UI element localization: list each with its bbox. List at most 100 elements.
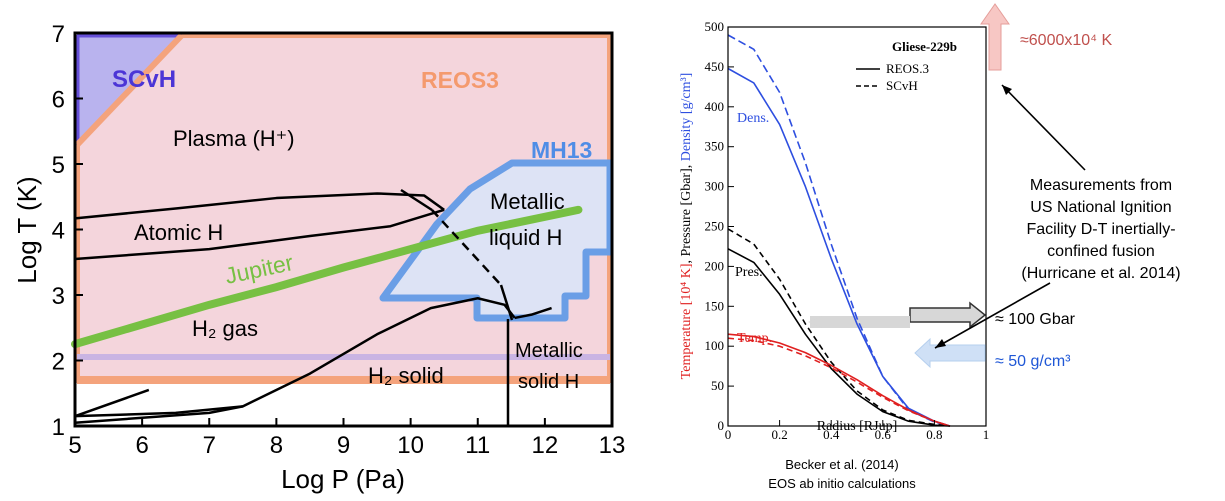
legend-reos3: REOS.3 [886,61,929,76]
phase-boundary-2 [74,297,516,418]
profile-x-tick-label: 0.2 [771,427,787,442]
metallic-liquid-label-1: Metallic [490,189,565,214]
profile-y-tick-label: 400 [705,99,725,114]
dissociation-line-join [400,188,433,212]
phase-y-tick-label: 3 [52,283,65,310]
pressure-scvh-line [727,228,950,427]
phase-x-tick-label: 6 [135,432,148,459]
profile-y-tick-label: 50 [711,378,724,393]
measurement-pointer-top-head [1002,85,1012,95]
measurement-line-1: Measurements from [1030,177,1172,194]
pressure-arrow [909,301,987,329]
profile-x-axis-label-text: Radius [RJup] [817,419,898,434]
atomic-h-label: Atomic H [134,220,223,245]
measurement-line-4: confined fusion [1047,243,1155,260]
profile-y-tick-label: 200 [705,258,725,273]
phase-y-tick-label: 1 [52,414,65,441]
h2-gas-label: H₂ gas [192,316,258,341]
density-curve-label: Dens. [737,111,769,126]
phase-boundary-0 [74,192,445,220]
profile-x-tick-label: 1 [983,427,990,442]
profile-y-label-sep-1: , [679,256,694,263]
measurement-line-5: (Hurricane et al. 2014) [1021,265,1180,282]
profile-x-tick-label: 0.6 [875,427,892,442]
top-value-annotation: ≈6000x10⁴ K [1020,32,1112,49]
phase-x-axis-label: Log P (Pa) [281,464,405,494]
density-arrow [914,337,986,369]
phase-x-tick-label: 13 [599,432,626,459]
scvh-label: SCvH [112,66,176,93]
profile-y-label-temp: Temperature [10⁴ K] [679,263,694,379]
profile-x-tick-label: 0.4 [823,427,840,442]
caption-line-2: EOS ab initio calculations [768,476,916,491]
phase-x-tick-label: 11 [465,432,490,459]
profile-y-tick-label: 150 [705,298,725,313]
profile-y-tick-label: 250 [705,219,725,234]
phase-boundary-4 [74,388,150,418]
phase-x-tick-label: 12 [532,432,559,459]
phase-x-tick-label: 10 [397,432,424,459]
phase-y-tick-label: 7 [52,21,65,48]
metallic-liquid-boundary [499,284,514,321]
profile-y-tick-label: 300 [705,179,725,194]
pressure-curve-label: Pres. [735,265,763,280]
metallic-liquid-label-2: liquid H [489,225,562,250]
phase-lines [71,192,583,424]
phase-boundary-1 [74,208,445,261]
measurement-pointer-top [1001,84,1086,171]
profile-y-tick-label: 0 [718,418,725,433]
phase-x-tick-label: 9 [337,432,350,459]
profile-x-tick-label: 0 [725,427,732,442]
jupiter-adiabat [71,205,583,349]
h2-solid-label: H₂ solid [368,363,444,388]
temperature-arrow [980,3,1010,71]
profile-y-tick-label: 100 [705,338,725,353]
profile-y-tick-label: 350 [705,139,725,154]
phase-y-tick-label: 6 [52,87,65,114]
mh13-label: MH13 [531,137,592,163]
profile-y-label-dens: Density [g/cm³] [679,73,694,162]
measurement-pointer-bottom [934,282,1051,349]
density-value-annotation: ≈ 50 g/cm³ [995,353,1071,370]
phase-boundary-3 [514,306,552,320]
temperature-scvh-line [727,337,951,427]
profile-plot-area [727,34,951,427]
pressure-arrow-shaft [810,316,910,328]
mh13-region [379,159,614,322]
plasma-label: Plasma (H⁺) [173,126,295,151]
measurement-line-3: Facility D-T inertially- [1026,221,1175,238]
profile-y-label-sep-2: , [679,161,694,168]
profile-y-axis-label: Temperature [10⁴ K], Pressure [Gbar], De… [679,73,694,380]
legend-scvh: SCvH [886,78,918,93]
metallic-solid-label-2: solid H [518,371,579,393]
phase-x-tick-label: 7 [203,432,216,459]
profile-y-tick-label: 450 [705,59,725,74]
profile-y-tick-label: 500 [705,19,725,34]
metallic-solid-label-1: Metallic [515,340,583,362]
scvh-reos-boundary [74,32,185,148]
reos3-label: REOS3 [421,67,499,93]
profile-x-axis-label: Radius [RJup] [817,419,898,434]
profile-plot-frame [727,26,987,427]
profile-x-tick-label: 0.8 [926,427,942,442]
profile-ticks: 0 0.2 0.4 0.6 0.8 1 0 50 100 150 200 250 300 350 400 45… [705,19,990,442]
phase-boundary-5 [74,405,244,424]
temperature-curve-label: Temp. [737,331,772,346]
phase-x-tick-label: 8 [270,432,283,459]
dissociation-dashed-line [431,209,502,286]
pressure-value-annotation: ≈ 100 Gbar [995,311,1076,328]
phase-y-tick-label: 2 [52,349,65,376]
phase-x-tick-label: 5 [68,432,81,459]
profile-y-label-pres: Pressure [Gbar] [679,168,694,256]
caption-line-1: Becker et al. (2014) [785,457,898,472]
phase-y-axis-label: Log T (K) [12,176,42,283]
measurement-pointer-bottom-head [935,339,946,348]
phase-y-tick-label: 4 [52,218,65,245]
pressure-arrow-head-fill [808,316,823,328]
gliese-profile-chart: 0 0.2 0.4 0.6 0.8 1 0 50 100 150 200 250 300 350 400 45… [679,3,1181,491]
chart-title-gliese: Gliese-229b [892,39,957,54]
